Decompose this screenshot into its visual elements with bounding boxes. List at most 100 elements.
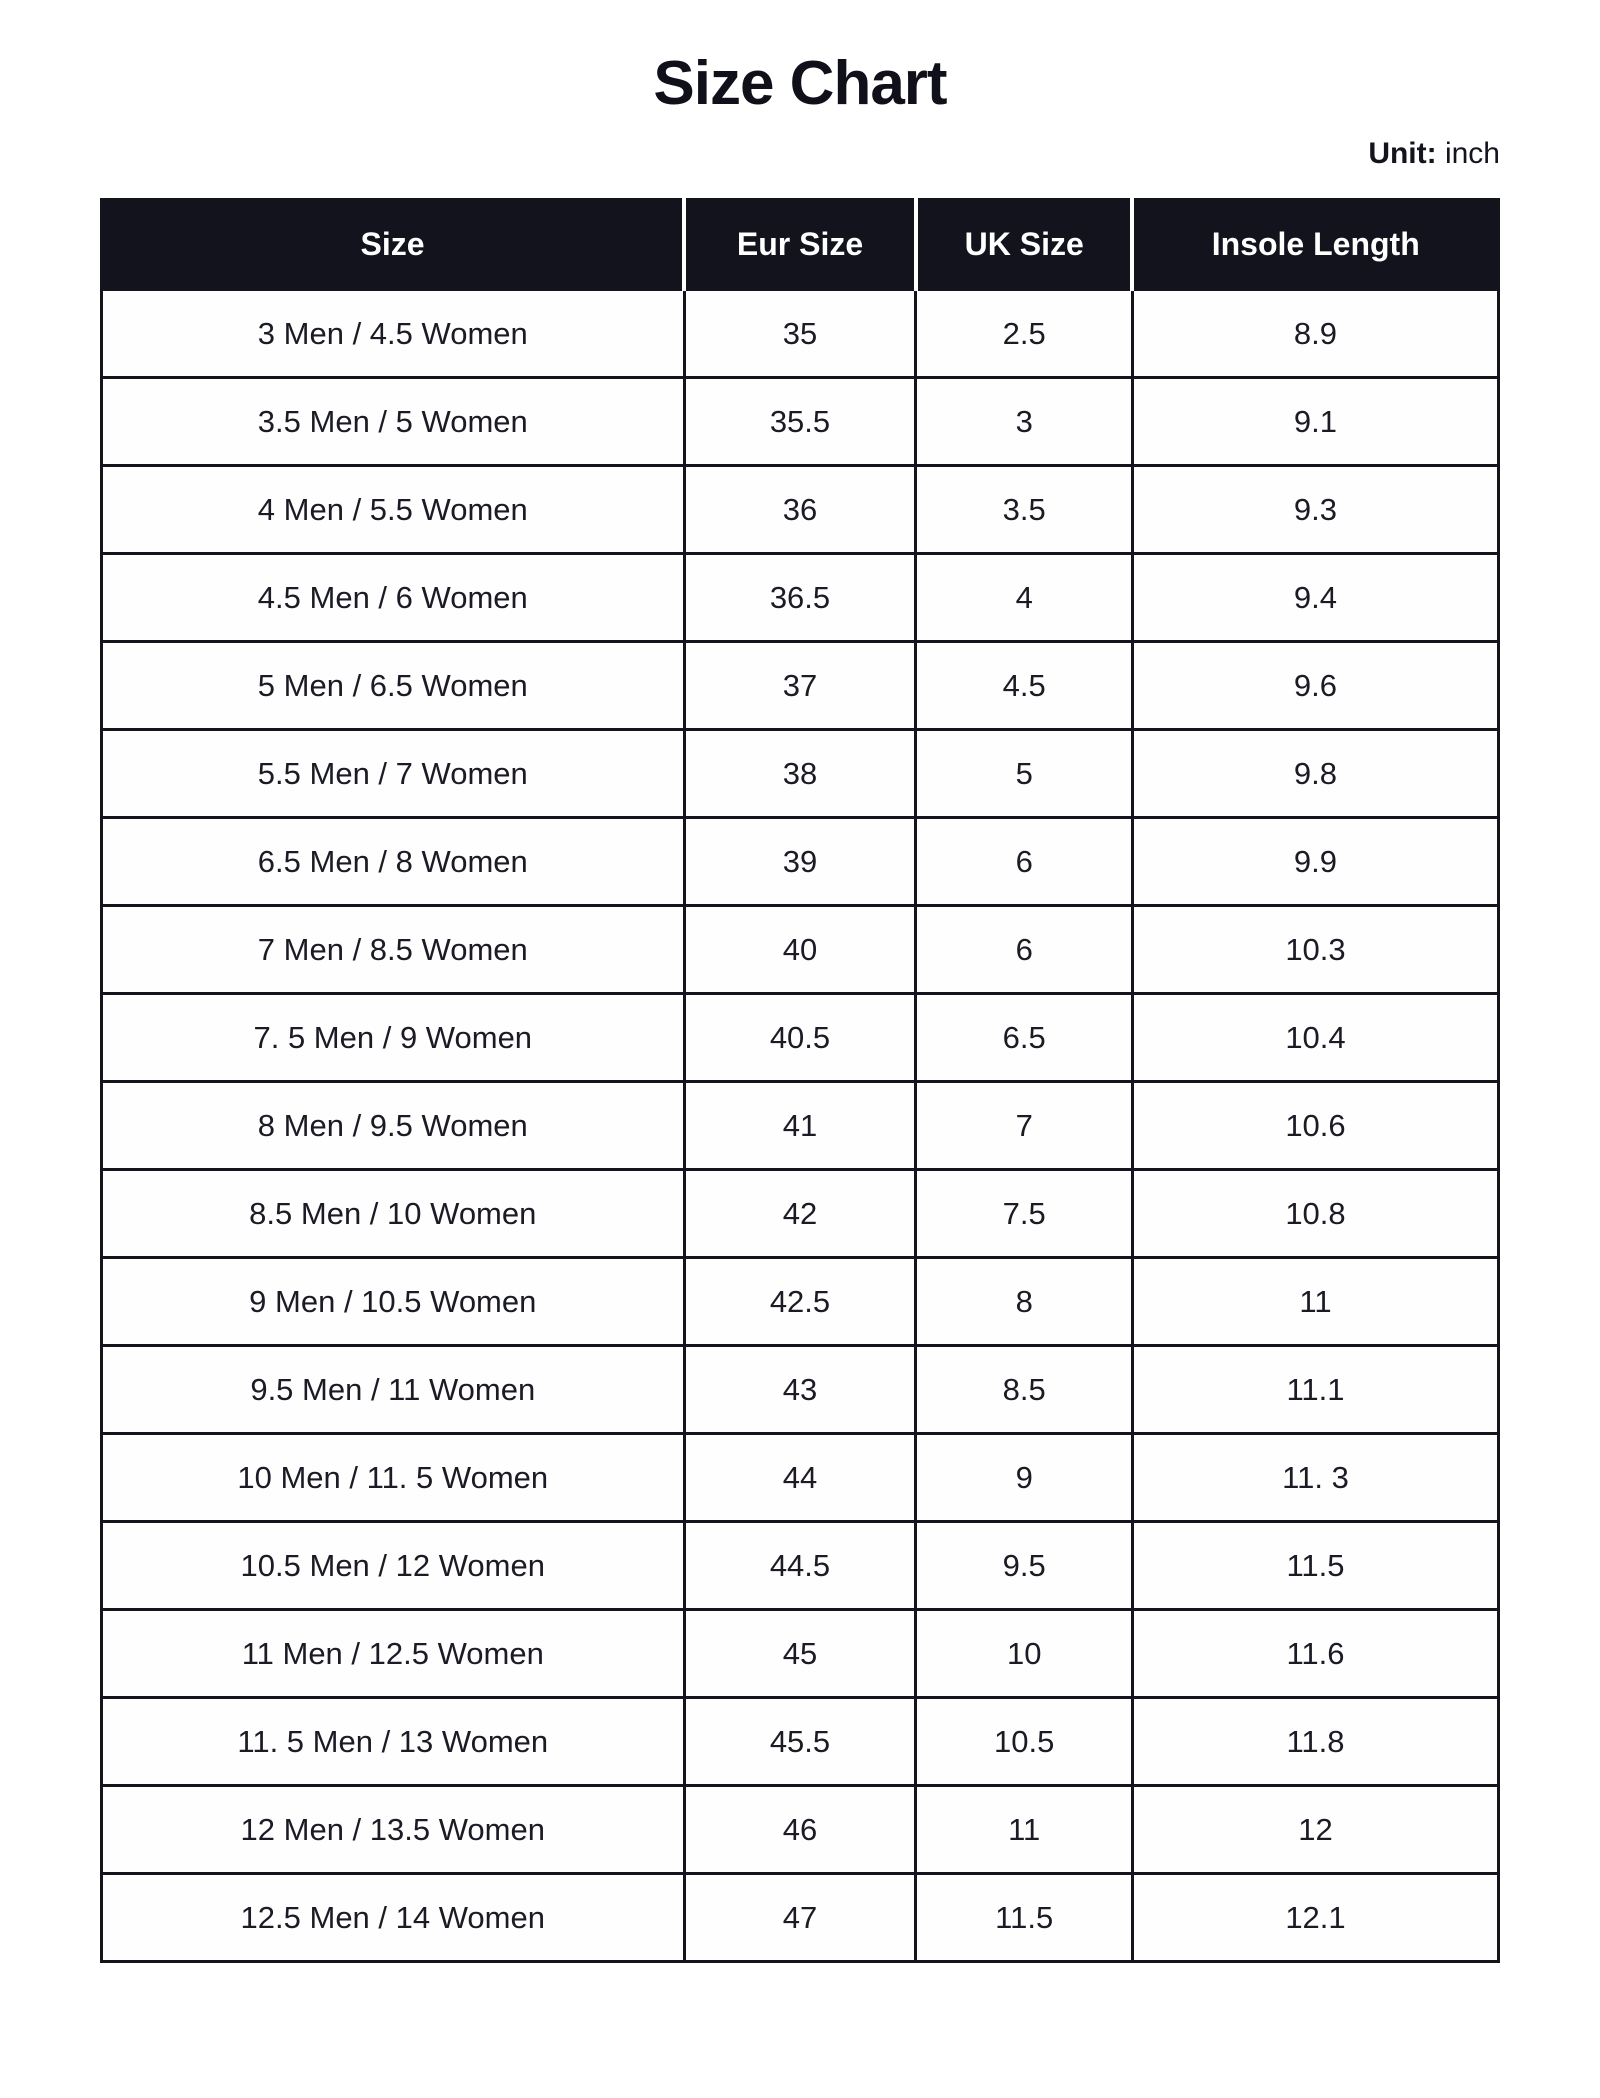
size-cell: 8.5 Men / 10 Women (100, 1168, 686, 1260)
size-cell: 12 Men / 13.5 Women (100, 1784, 686, 1876)
uk-size-cell: 7.5 (914, 1168, 1134, 1260)
uk-size-cell: 9.5 (914, 1520, 1134, 1612)
eur-size-cell: 38 (682, 728, 918, 820)
table-row: 10 Men / 11. 5 Women 44 9 11. 3 (100, 1432, 1501, 1524)
size-cell: 10 Men / 11. 5 Women (100, 1432, 686, 1524)
size-cell: 8 Men / 9.5 Women (100, 1080, 686, 1172)
column-header-uk-size: UK Size (913, 199, 1133, 292)
eur-size-cell: 45 (682, 1608, 918, 1700)
unit-value: inch (1436, 137, 1500, 171)
size-cell: 7 Men / 8.5 Women (100, 904, 686, 996)
page-title: Size Chart (653, 49, 947, 118)
table-header-row: Size Eur Size UK Size Insole Length (101, 199, 1499, 292)
uk-size-cell: 4 (914, 552, 1134, 644)
insole-length-cell: 10.8 (1130, 1168, 1501, 1260)
eur-size-cell: 39 (682, 816, 918, 908)
eur-size-cell: 36.5 (682, 552, 918, 644)
insole-length-cell: 9.6 (1130, 640, 1501, 732)
insole-length-cell: 9.3 (1130, 464, 1501, 556)
unit-label: Unit: (1368, 137, 1437, 171)
table-row: 4.5 Men / 6 Women 36.5 4 9.4 (100, 552, 1501, 644)
table-row: 7. 5 Men / 9 Women 40.5 6.5 10.4 (100, 992, 1501, 1084)
table-row: 9.5 Men / 11 Women 43 8.5 11.1 (100, 1344, 1501, 1436)
insole-length-cell: 11.8 (1130, 1696, 1501, 1788)
insole-length-cell: 11.1 (1130, 1344, 1501, 1436)
uk-size-cell: 7 (914, 1080, 1134, 1172)
insole-length-cell: 9.1 (1130, 376, 1501, 468)
uk-size-cell: 5 (914, 728, 1134, 820)
uk-size-cell: 9 (914, 1432, 1134, 1524)
column-header-size: Size (101, 199, 685, 292)
uk-size-cell: 4.5 (914, 640, 1134, 732)
eur-size-cell: 43 (682, 1344, 918, 1436)
size-cell: 10.5 Men / 12 Women (100, 1520, 686, 1612)
insole-length-cell: 10.4 (1130, 992, 1501, 1084)
table-row: 6.5 Men / 8 Women 39 6 9.9 (100, 816, 1501, 908)
eur-size-cell: 40 (682, 904, 918, 996)
size-cell: 9 Men / 10.5 Women (100, 1256, 686, 1348)
column-header-eur-size: Eur Size (682, 199, 916, 292)
uk-size-cell: 10 (914, 1608, 1134, 1700)
insole-length-cell: 11 (1130, 1256, 1501, 1348)
table-row: 12.5 Men / 14 Women 47 11.5 12.1 (100, 1872, 1501, 1964)
column-header-insole-length: Insole Length (1130, 199, 1499, 292)
size-chart-table: Size Eur Size UK Size Insole Length 3 Men /… (100, 198, 1501, 1964)
size-cell: 5.5 Men / 7 Women (100, 728, 686, 820)
insole-length-cell: 9.9 (1130, 816, 1501, 908)
table-row: 11. 5 Men / 13 Women 45.5 10.5 11.8 (100, 1696, 1501, 1788)
size-cell: 3.5 Men / 5 Women (100, 376, 686, 468)
size-cell: 12.5 Men / 14 Women (100, 1872, 686, 1964)
size-cell: 9.5 Men / 11 Women (100, 1344, 686, 1436)
uk-size-cell: 6 (914, 816, 1134, 908)
eur-size-cell: 44 (682, 1432, 918, 1524)
eur-size-cell: 42.5 (682, 1256, 918, 1348)
uk-size-cell: 11.5 (914, 1872, 1134, 1964)
table-row: 8.5 Men / 10 Women 42 7.5 10.8 (100, 1168, 1501, 1260)
insole-length-cell: 9.8 (1130, 728, 1501, 820)
size-cell: 5 Men / 6.5 Women (100, 640, 686, 732)
table-row: 3 Men / 4.5 Women 35 2.5 8.9 (100, 288, 1501, 380)
eur-size-cell: 44.5 (682, 1520, 918, 1612)
eur-size-cell: 35 (682, 288, 918, 380)
insole-length-cell: 9.4 (1130, 552, 1501, 644)
size-cell: 4 Men / 5.5 Women (100, 464, 686, 556)
size-cell: 3 Men / 4.5 Women (100, 288, 686, 380)
table-row: 8 Men / 9.5 Women 41 7 10.6 (100, 1080, 1501, 1172)
insole-length-cell: 11.5 (1130, 1520, 1501, 1612)
unit-note: Unit: inch (100, 136, 1500, 172)
table-row: 10.5 Men / 12 Women 44.5 9.5 11.5 (100, 1520, 1501, 1612)
uk-size-cell: 11 (914, 1784, 1134, 1876)
table-row: 9 Men / 10.5 Women 42.5 8 11 (100, 1256, 1501, 1348)
insole-length-cell: 10.3 (1130, 904, 1501, 996)
size-cell: 11. 5 Men / 13 Women (100, 1696, 686, 1788)
size-cell: 11 Men / 12.5 Women (100, 1608, 686, 1700)
insole-length-cell: 8.9 (1130, 288, 1501, 380)
eur-size-cell: 47 (682, 1872, 918, 1964)
uk-size-cell: 8.5 (914, 1344, 1134, 1436)
eur-size-cell: 35.5 (682, 376, 918, 468)
uk-size-cell: 3 (914, 376, 1134, 468)
table-row: 12 Men / 13.5 Women 46 11 12 (100, 1784, 1501, 1876)
eur-size-cell: 45.5 (682, 1696, 918, 1788)
uk-size-cell: 6 (914, 904, 1134, 996)
eur-size-cell: 42 (682, 1168, 918, 1260)
insole-length-cell: 10.6 (1130, 1080, 1501, 1172)
eur-size-cell: 40.5 (682, 992, 918, 1084)
uk-size-cell: 2.5 (914, 288, 1134, 380)
size-cell: 6.5 Men / 8 Women (100, 816, 686, 908)
table-row: 7 Men / 8.5 Women 40 6 10.3 (100, 904, 1501, 996)
table-row: 5 Men / 6.5 Women 37 4.5 9.6 (100, 640, 1501, 732)
eur-size-cell: 41 (682, 1080, 918, 1172)
uk-size-cell: 10.5 (914, 1696, 1134, 1788)
uk-size-cell: 3.5 (914, 464, 1134, 556)
table-row: 4 Men / 5.5 Women 36 3.5 9.3 (100, 464, 1501, 556)
uk-size-cell: 8 (914, 1256, 1134, 1348)
table-row: 3.5 Men / 5 Women 35.5 3 9.1 (100, 376, 1501, 468)
insole-length-cell: 11. 3 (1130, 1432, 1501, 1524)
eur-size-cell: 37 (682, 640, 918, 732)
uk-size-cell: 6.5 (914, 992, 1134, 1084)
insole-length-cell: 12.1 (1130, 1872, 1501, 1964)
insole-length-cell: 12 (1130, 1784, 1501, 1876)
size-cell: 4.5 Men / 6 Women (100, 552, 686, 644)
eur-size-cell: 36 (682, 464, 918, 556)
